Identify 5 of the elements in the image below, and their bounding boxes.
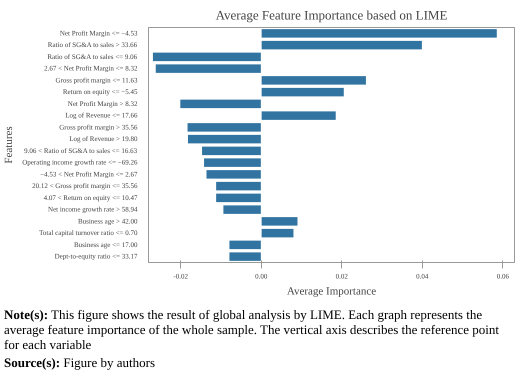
chart-title: Average Feature Importance based on LIME [216,8,448,22]
source-note: Source(s): Figure by authors [4,354,156,371]
x-axis-title: Average Importance [286,286,376,298]
text: Note(s): This figure shows the result of global analysis by LIME. Each graph represents the average feature importance of the whole sample. The vertical axis describes the reference point for each variable [4,307,500,353]
y-axis-title: Features [3,126,16,164]
